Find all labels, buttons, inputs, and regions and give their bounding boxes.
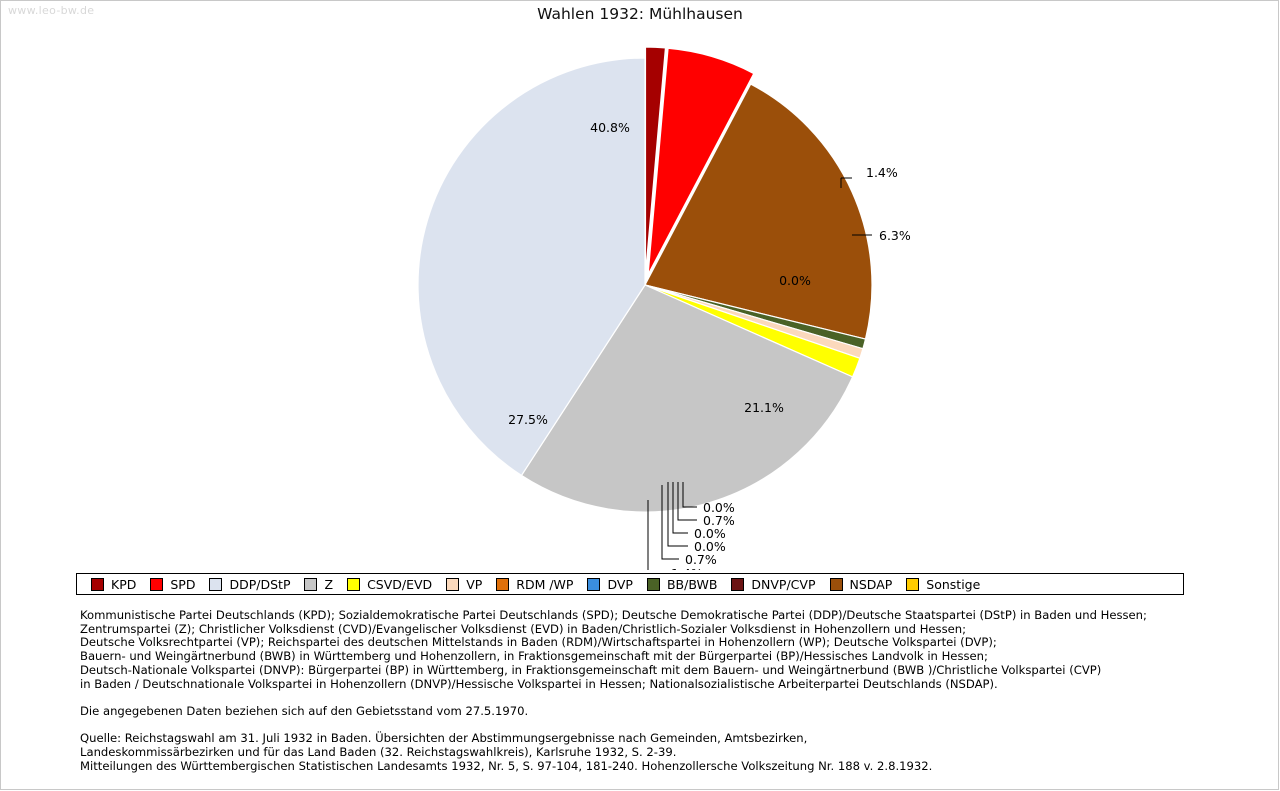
leader-rdm-wp — [672, 482, 688, 534]
pie-leader-lines — [647, 177, 872, 570]
legend-swatch-icon — [731, 577, 745, 591]
legend-swatch-icon — [496, 577, 510, 591]
legend-item-bb-bwb[interactable]: BB/BWB — [646, 576, 718, 592]
legend-label: SPD — [170, 576, 196, 592]
note-parties-line: Deutsche Volksrechtpartei (VP); Reichspa… — [80, 635, 997, 650]
note-parties-line: Bauern- und Weingärtnerbund (BWB) in Wür… — [80, 649, 988, 664]
pie-slices — [417, 46, 873, 513]
pie-label-csvd-evd: 0.7% — [685, 552, 717, 567]
legend-item-vp[interactable]: VP — [446, 577, 482, 592]
legend-label: RDM /WP — [516, 576, 574, 592]
legend-label: VP — [466, 576, 483, 592]
legend-swatch-icon — [209, 577, 223, 591]
legend-label: KPD — [111, 576, 137, 592]
legend-label: CSVD/EVD — [367, 576, 433, 592]
pie-label-spd: 6.3% — [879, 228, 911, 243]
note-source-line: Mitteilungen des Württembergischen Stati… — [80, 758, 933, 773]
legend-swatch-icon — [906, 577, 920, 591]
pie-label-sonstige: 1.4% — [671, 566, 703, 570]
note-parties-line: Zentrumspartei (Z); Christlicher Volksdi… — [80, 621, 967, 636]
pie-label-bb-bwb: 0.0% — [703, 500, 735, 515]
pie-label-z: 27.5% — [508, 412, 548, 427]
legend-item-kpd[interactable]: KPD — [91, 577, 136, 592]
legend-swatch-icon — [829, 577, 843, 591]
chart-title: Wahlen 1932: Mühlhausen — [537, 5, 743, 23]
pie-chart-svg: 40.8%27.5%21.1%1.4%6.3%0.0%0.0%0.7%0.0%0… — [417, 46, 911, 570]
legend-label: BB/BWB — [666, 576, 718, 592]
leader-csvd-evd — [661, 485, 679, 560]
legend-label: NSDAP — [849, 576, 893, 592]
legend-label: DVP — [607, 576, 633, 592]
note-parties-line: Deutsch-Nationale Volkspartei (DNVP): Bü… — [80, 662, 1102, 677]
pie-label-vp: 0.0% — [694, 539, 726, 554]
site-watermark: www.leo-bw.de — [8, 4, 95, 17]
pie-label-dnvp-cvp: 0.0% — [779, 273, 811, 288]
pie-label-dvp: 0.7% — [703, 513, 735, 528]
legend-item-sonstige[interactable]: Sonstige — [906, 577, 980, 592]
leader-vp — [667, 482, 688, 547]
pie-slice-nsdap[interactable] — [644, 83, 873, 340]
legend-item-nsdap[interactable]: NSDAP — [829, 576, 893, 592]
chart-legend: KPD SPD DDP/DStP Z CSVD/EVD VP RDM /WP DVP BB/BW… — [76, 573, 1184, 595]
legend-item-dvp[interactable]: DVP — [587, 577, 633, 592]
legend-swatch-icon — [150, 577, 164, 591]
legend-item-spd[interactable]: SPD — [150, 577, 195, 592]
legend-label: DDP/DStP — [229, 576, 291, 592]
legend-item-dnvp-cvp[interactable]: DNVP/CVP — [731, 576, 816, 592]
note-source-line: Quelle: Reichstagswahl am 31. Juli 1932 … — [80, 731, 808, 746]
legend-label: DNVP/CVP — [751, 576, 816, 592]
legend-label: Z — [324, 576, 334, 592]
legend-swatch-icon — [446, 577, 460, 591]
note-territory: Die angegebenen Daten beziehen sich auf … — [80, 703, 529, 718]
pie-slice-z[interactable] — [520, 284, 854, 513]
pie-label-kpd: 1.4% — [866, 165, 898, 180]
pie-slice-spd[interactable] — [647, 47, 755, 275]
pie-chart: 40.8% 27.5% 21.1% 1.4% 6.3% 0.0% 0.0% 0.7% 0.0% 0… — [0, 30, 1280, 570]
legend-label: Sonstige — [926, 576, 981, 592]
legend-swatch-icon — [646, 577, 660, 591]
legend-swatch-icon — [587, 577, 601, 591]
leader-bb-bwb — [682, 482, 697, 508]
pie-slice-ddp-dstp[interactable] — [417, 57, 646, 477]
legend-swatch-icon — [347, 577, 361, 591]
spacer — [80, 691, 1260, 705]
leader-dvp — [677, 482, 697, 521]
footnotes: Kommunistische Partei Deutschlands (KPD)… — [80, 608, 1260, 773]
legend-swatch-icon — [304, 577, 318, 591]
legend-item-ddp-dstp[interactable]: DDP/DStP — [209, 577, 290, 592]
legend-swatch-icon — [91, 577, 104, 591]
legend-item-csvd-evd[interactable]: CSVD/EVD — [347, 577, 432, 592]
legend-item-rdm-wp[interactable]: RDM /WP — [496, 577, 573, 592]
pie-label-ddp-dstp: 40.8% — [590, 120, 630, 135]
note-source-line: Landeskommissärbezirken und für das Land… — [80, 745, 677, 759]
pie-label-nsdap: 21.1% — [744, 400, 784, 415]
pie-slice-kpd[interactable] — [644, 46, 667, 275]
leader-sonstige — [647, 500, 649, 570]
note-parties-line: Kommunistische Partei Deutschlands (KPD)… — [80, 608, 1147, 622]
pie-value-labels: 40.8%27.5%21.1%1.4%6.3%0.0%0.0%0.7%0.0%0… — [508, 120, 911, 570]
legend-item-z[interactable]: Z — [304, 577, 333, 592]
pie-label-rdm-wp: 0.0% — [694, 526, 726, 541]
note-parties-line: in Baden / Deutschnationale Volkspartei … — [80, 676, 998, 691]
